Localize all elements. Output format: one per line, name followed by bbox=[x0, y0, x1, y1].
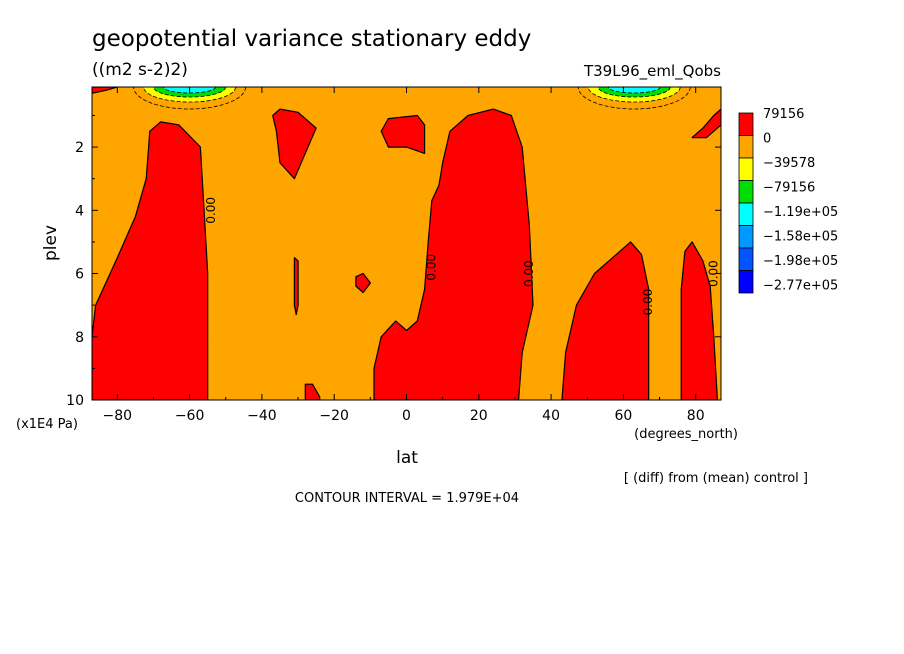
positive-region bbox=[272, 108, 317, 180]
positive-region bbox=[691, 108, 721, 139]
contour-label: 0.00 bbox=[641, 289, 655, 316]
contour-regions bbox=[92, 87, 721, 400]
legend-label: −39578 bbox=[763, 156, 815, 171]
legend-label: −1.98e+05 bbox=[763, 254, 838, 269]
legend-swatch bbox=[738, 247, 754, 271]
positive-region bbox=[92, 121, 209, 400]
x-axis: −80 −60 −40 −20 0 20 40 60 80 bbox=[103, 87, 705, 424]
chart-units: ((m2 s-2)2) bbox=[92, 60, 188, 80]
x-tick-label: −60 bbox=[175, 408, 205, 424]
legend-label: 79156 bbox=[763, 107, 804, 122]
x-tick-label: −40 bbox=[247, 408, 277, 424]
x-tick-label: 0 bbox=[402, 408, 411, 424]
legend-swatch bbox=[738, 157, 754, 181]
contour-label: 0.00 bbox=[204, 197, 218, 224]
x-axis-units: (degrees_north) bbox=[634, 427, 738, 442]
y-tick-label: 4 bbox=[75, 203, 84, 219]
color-legend: 79156 0 −39578 −79156 −1.19e+05 −1.58e+05 −1.9… bbox=[738, 107, 838, 294]
y-axis: 2 4 6 8 10 bbox=[66, 114, 721, 409]
legend-label: −1.58e+05 bbox=[763, 230, 838, 245]
y-axis-label: plev bbox=[41, 225, 61, 261]
contour-interval: CONTOUR INTERVAL = 1.979E+04 bbox=[295, 491, 519, 506]
positive-region bbox=[373, 108, 534, 400]
positive-region bbox=[304, 383, 321, 400]
positive-region bbox=[561, 241, 650, 400]
contour-labels: 0.00 0.00 0.00 0.00 0.00 bbox=[204, 197, 720, 315]
legend-label: −79156 bbox=[763, 181, 815, 196]
contour-label: 0.00 bbox=[706, 260, 720, 287]
chart-title: geopotential variance stationary eddy bbox=[92, 26, 531, 52]
x-tick-label: 60 bbox=[614, 408, 632, 424]
legend-swatch bbox=[738, 135, 754, 159]
y-tick-label: 10 bbox=[66, 393, 84, 409]
negative-contour bbox=[607, 87, 661, 94]
y-tick-label: 6 bbox=[75, 267, 84, 283]
x-tick-label: −80 bbox=[103, 408, 133, 424]
positive-region bbox=[355, 272, 371, 294]
legend-swatch bbox=[738, 202, 754, 226]
legend-label: −2.77e+05 bbox=[763, 279, 838, 294]
legend-swatch bbox=[738, 270, 754, 294]
positive-region bbox=[92, 87, 118, 94]
legend-label: −1.19e+05 bbox=[763, 205, 838, 220]
legend-swatch bbox=[738, 225, 754, 249]
contour-label: 0.00 bbox=[522, 260, 536, 287]
legend-label: 0 bbox=[763, 132, 771, 147]
positive-region bbox=[680, 241, 718, 400]
negative-contours bbox=[133, 87, 691, 110]
positive-region bbox=[380, 114, 426, 154]
x-tick-label: −20 bbox=[319, 408, 349, 424]
positive-region bbox=[293, 257, 299, 316]
x-axis-label: lat bbox=[396, 448, 418, 468]
x-tick-label: 80 bbox=[687, 408, 705, 424]
y-axis-units: (x1E4 Pa) bbox=[16, 417, 78, 432]
legend-swatch bbox=[738, 180, 754, 204]
x-tick-label: 40 bbox=[542, 408, 560, 424]
legend-swatch bbox=[738, 112, 754, 136]
diff-note: [ (diff) from (mean) control ] bbox=[624, 471, 808, 486]
y-tick-label: 2 bbox=[75, 140, 84, 156]
y-tick-label: 8 bbox=[75, 330, 84, 346]
contour-label: 0.00 bbox=[424, 254, 438, 281]
x-tick-label: 20 bbox=[470, 408, 488, 424]
run-label: T39L96_eml_Qobs bbox=[583, 62, 721, 81]
